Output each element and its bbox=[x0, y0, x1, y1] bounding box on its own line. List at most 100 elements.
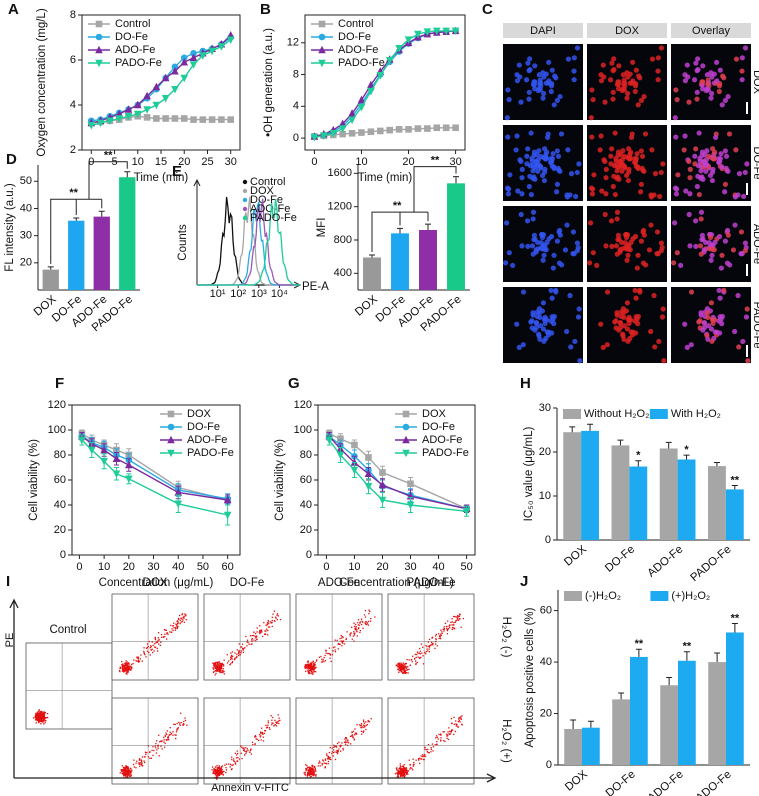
event-dot bbox=[238, 649, 240, 652]
event-dot bbox=[312, 671, 314, 673]
event-dot bbox=[449, 624, 451, 626]
x-tick-label: 0 bbox=[76, 561, 82, 573]
column-header-bg bbox=[587, 23, 667, 38]
cell bbox=[685, 74, 691, 80]
event-dot bbox=[160, 633, 163, 636]
event-dot bbox=[222, 770, 224, 773]
event-dot bbox=[265, 628, 268, 630]
event-dot bbox=[220, 767, 223, 769]
event-dot bbox=[177, 728, 179, 730]
event-dot bbox=[311, 771, 313, 774]
event-dot bbox=[219, 768, 222, 770]
event-dot bbox=[401, 668, 403, 670]
event-dot bbox=[267, 722, 270, 724]
marker bbox=[124, 105, 133, 113]
event-dot bbox=[321, 660, 323, 662]
marker bbox=[402, 449, 410, 458]
marker bbox=[226, 36, 235, 45]
event-dot bbox=[305, 774, 307, 776]
event-dot bbox=[213, 772, 215, 774]
event-dot bbox=[452, 729, 454, 731]
cell bbox=[694, 89, 700, 95]
marker bbox=[358, 129, 365, 136]
cell bbox=[554, 181, 561, 187]
event-dot bbox=[308, 766, 311, 769]
event-dot bbox=[271, 722, 273, 724]
event-dot bbox=[351, 731, 353, 733]
event-dot bbox=[174, 629, 177, 631]
x-tick-label: 10 bbox=[355, 156, 367, 168]
event-dot bbox=[217, 666, 220, 669]
event-dot bbox=[435, 640, 437, 643]
cell bbox=[732, 222, 738, 228]
cell bbox=[678, 262, 684, 269]
event-dot bbox=[126, 665, 129, 667]
event-dot bbox=[242, 651, 245, 653]
error-bar bbox=[618, 692, 625, 700]
cell bbox=[549, 295, 555, 301]
cell bbox=[725, 168, 731, 174]
cell bbox=[604, 342, 610, 348]
marker bbox=[364, 482, 373, 491]
event-dot bbox=[328, 652, 330, 655]
event-dot bbox=[125, 766, 127, 769]
bar bbox=[725, 489, 744, 540]
event-dot bbox=[321, 762, 323, 765]
event-dot bbox=[158, 643, 160, 645]
event-dot bbox=[444, 622, 447, 625]
event-dot bbox=[352, 730, 355, 732]
cell bbox=[641, 168, 647, 174]
x-axis-label: PE-A bbox=[302, 281, 329, 293]
bar bbox=[419, 230, 437, 290]
cell bbox=[700, 79, 706, 85]
marker bbox=[167, 435, 175, 444]
event-dot bbox=[259, 631, 261, 633]
event-dot bbox=[128, 669, 130, 671]
bar bbox=[612, 699, 630, 765]
event-dot bbox=[309, 773, 311, 775]
event-dot bbox=[260, 727, 263, 729]
event-dot bbox=[175, 627, 177, 630]
event-dot bbox=[163, 636, 165, 638]
event-dot bbox=[424, 746, 426, 748]
marker bbox=[106, 117, 114, 126]
cell bbox=[619, 87, 625, 94]
event-dot bbox=[125, 774, 127, 777]
event-dot bbox=[141, 660, 143, 662]
event-dot bbox=[212, 771, 214, 773]
event-dot bbox=[448, 727, 450, 729]
event-dot bbox=[42, 715, 45, 717]
event-dot bbox=[451, 618, 453, 620]
event-dot bbox=[215, 770, 217, 773]
event-dot bbox=[121, 765, 124, 767]
event-dot bbox=[129, 770, 131, 772]
cell bbox=[732, 194, 739, 200]
event-dot bbox=[435, 735, 438, 737]
event-dot bbox=[216, 662, 219, 665]
marker bbox=[365, 454, 372, 461]
event-dot bbox=[400, 770, 402, 772]
event-dot bbox=[404, 671, 406, 673]
event-dot bbox=[126, 666, 128, 669]
event-dot bbox=[416, 661, 418, 664]
event-dot bbox=[222, 671, 224, 674]
y-tick-label: 6 bbox=[70, 54, 76, 66]
event-dot bbox=[130, 768, 132, 770]
cell bbox=[716, 156, 722, 162]
event-dot bbox=[221, 769, 223, 771]
event-dot bbox=[353, 632, 355, 635]
cell bbox=[590, 250, 596, 256]
event-dot bbox=[329, 758, 331, 760]
event-dot bbox=[42, 717, 44, 720]
event-dot bbox=[125, 770, 128, 772]
event-dot bbox=[349, 735, 352, 738]
event-dot bbox=[155, 642, 157, 644]
event-dot bbox=[127, 662, 129, 665]
event-dot bbox=[261, 731, 264, 734]
bar bbox=[564, 728, 582, 765]
event-dot bbox=[275, 616, 277, 618]
event-dot bbox=[306, 775, 309, 777]
event-dot bbox=[222, 668, 224, 670]
event-dot bbox=[374, 616, 376, 618]
event-dot bbox=[216, 774, 218, 776]
